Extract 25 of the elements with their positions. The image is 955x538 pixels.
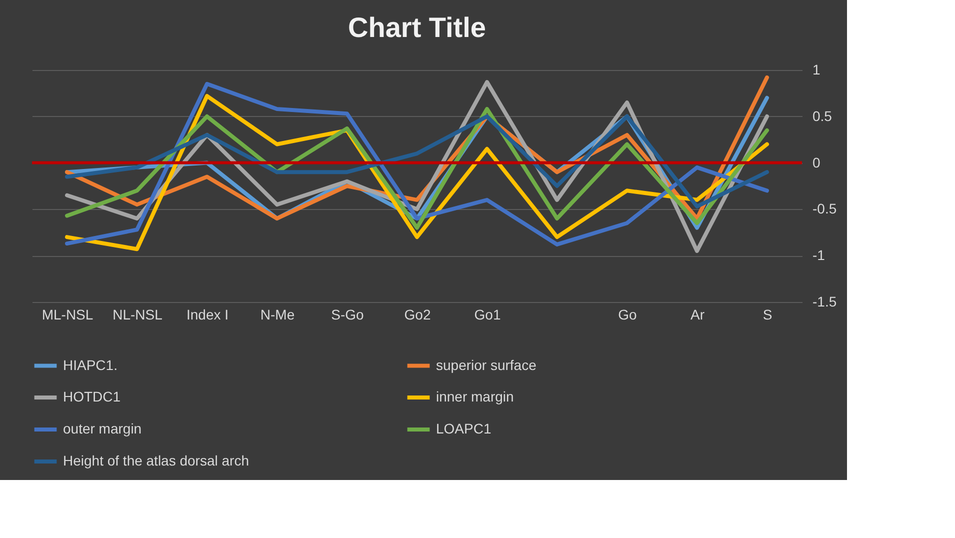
y-tick-label: -1.5 xyxy=(812,294,837,310)
chart-title: Chart Title xyxy=(348,12,486,43)
legend-label: inner margin xyxy=(436,388,514,404)
y-tick-label: 1 xyxy=(812,62,820,78)
y-tick-label: -0.5 xyxy=(812,200,837,217)
legend-label: LOAPC1 xyxy=(436,420,492,436)
legend-label: outer margin xyxy=(63,420,142,436)
x-tick-label: Index I xyxy=(186,306,229,322)
x-tick-label: Go2 xyxy=(404,306,431,322)
y-tick-label: 0.5 xyxy=(812,108,832,124)
x-tick-label: ML-NSL xyxy=(42,306,94,322)
y-tick-label: -1 xyxy=(812,247,826,264)
x-tick-label: S xyxy=(762,306,772,322)
x-tick-label: NL-NSL xyxy=(112,306,163,322)
legend-label: Height of the atlas dorsal arch xyxy=(63,452,249,468)
x-tick-label: Ar xyxy=(690,306,705,322)
x-tick-label: Go xyxy=(618,306,638,322)
legend-label: superior surface xyxy=(436,356,537,373)
y-tick-label: 0 xyxy=(812,154,820,170)
legend-label: HOTDC1 xyxy=(63,388,121,404)
legend-label: HIAPC1. xyxy=(63,356,118,373)
x-tick-label: S-Go xyxy=(331,306,364,322)
x-tick-label: Go1 xyxy=(474,306,501,322)
line-series xyxy=(65,114,769,208)
x-tick-label: N-Me xyxy=(260,306,295,322)
